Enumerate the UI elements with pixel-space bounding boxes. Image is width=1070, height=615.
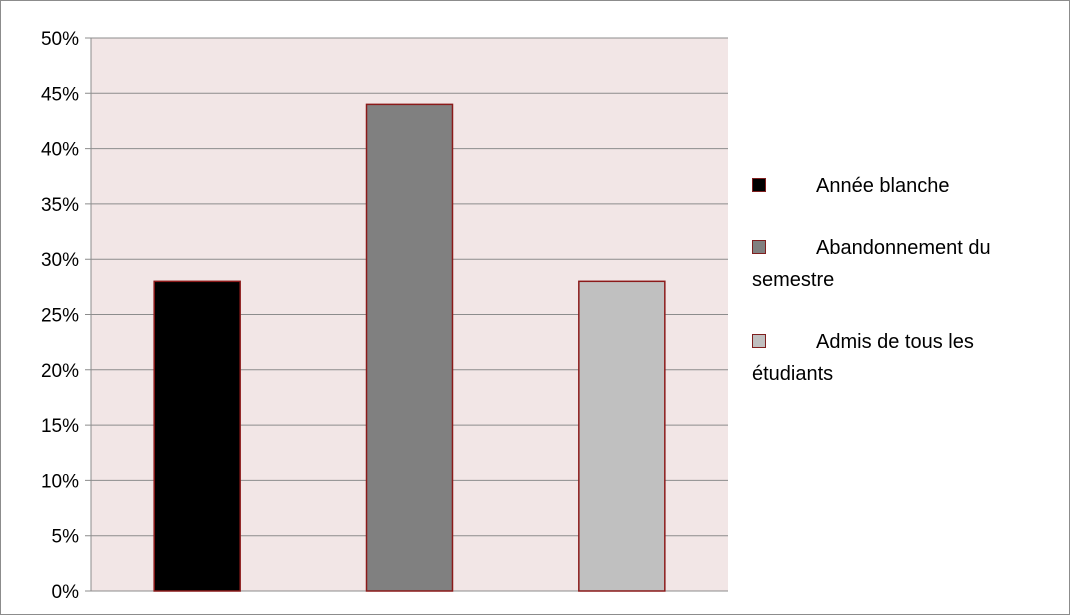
y-tick-label: 0% xyxy=(52,582,80,603)
bar xyxy=(365,103,454,592)
legend-item-abandonnement: Abandonnement du semestre xyxy=(752,232,1052,296)
y-tick-label: 35% xyxy=(41,195,79,216)
y-tick-label: 50% xyxy=(41,29,79,50)
legend-swatch xyxy=(752,177,766,192)
y-tick-label: 30% xyxy=(41,250,79,271)
y-tick-label: 5% xyxy=(52,527,80,548)
legend-label: Admis de tous les étudiants xyxy=(752,331,974,385)
y-tick-label: 45% xyxy=(41,84,79,105)
y-axis: 0% 5% 10% 15% 20% 25% 30% 35% 40% 45% 50% xyxy=(41,29,92,603)
legend-label: Année blanche xyxy=(816,175,950,197)
y-tick-label: 10% xyxy=(41,471,79,492)
legend-item-admis: Admis de tous les étudiants xyxy=(752,326,1052,390)
legend-item-annee-blanche: Année blanche xyxy=(752,170,1052,202)
legend: Année blanche Abandonnement du semestre … xyxy=(752,170,1052,420)
legend-swatch xyxy=(752,333,766,348)
legend-label: Abandonnement du semestre xyxy=(752,237,991,291)
bar xyxy=(153,280,241,592)
bar xyxy=(578,280,666,592)
legend-swatch xyxy=(752,239,766,254)
y-tick-label: 15% xyxy=(41,416,79,437)
y-tick-label: 25% xyxy=(41,306,79,327)
y-tick-label: 40% xyxy=(41,140,79,161)
bars xyxy=(153,103,666,592)
y-tick-label: 20% xyxy=(41,361,79,382)
